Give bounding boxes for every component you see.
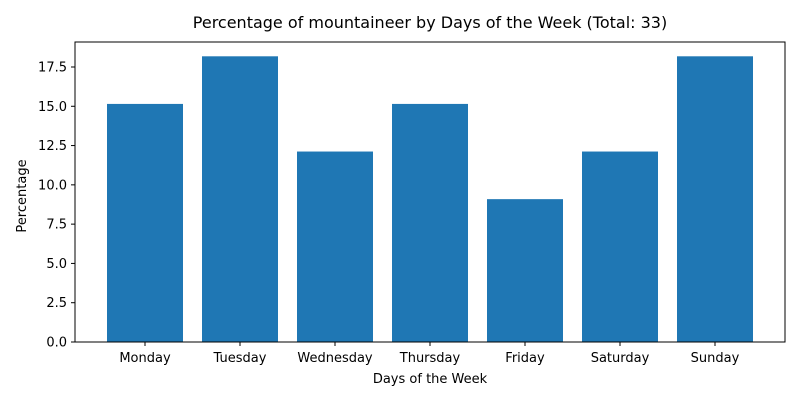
bar-saturday bbox=[582, 151, 658, 342]
y-tick-label: 17.5 bbox=[38, 60, 67, 75]
chart-title: Percentage of mountaineer by Days of the… bbox=[193, 13, 667, 32]
x-tick-label-tuesday: Tuesday bbox=[213, 351, 267, 366]
bar-friday bbox=[487, 199, 563, 342]
y-tick-label: 12.5 bbox=[38, 139, 67, 154]
y-tick-label: 15.0 bbox=[38, 100, 67, 115]
bar-sunday bbox=[677, 56, 753, 342]
y-tick-label: 5.0 bbox=[46, 257, 67, 272]
y-tick-label: 0.0 bbox=[46, 336, 67, 351]
y-tick-label: 7.5 bbox=[46, 218, 67, 233]
plot-area: Monday Tuesday Wednesday Thursday Friday Satu… bbox=[38, 41, 786, 366]
x-tick-label-sunday: Sunday bbox=[691, 351, 740, 366]
bar-monday bbox=[107, 103, 183, 342]
x-tick-label-thursday: Thursday bbox=[399, 351, 461, 366]
bar-tuesday bbox=[202, 56, 278, 342]
x-tick-label-wednesday: Wednesday bbox=[297, 351, 373, 366]
bar-thursday bbox=[392, 103, 468, 342]
y-axis-label: Percentage bbox=[15, 159, 30, 232]
y-tick-label: 2.5 bbox=[46, 296, 67, 311]
x-tick-label-friday: Friday bbox=[505, 351, 545, 366]
x-tick-label-saturday: Saturday bbox=[591, 351, 650, 366]
bar-wednesday bbox=[297, 151, 373, 342]
y-tick-label: 10.0 bbox=[38, 178, 67, 193]
x-axis-label: Days of the Week bbox=[373, 372, 488, 387]
x-tick-label-monday: Monday bbox=[119, 351, 171, 366]
axes-frame bbox=[74, 41, 786, 343]
